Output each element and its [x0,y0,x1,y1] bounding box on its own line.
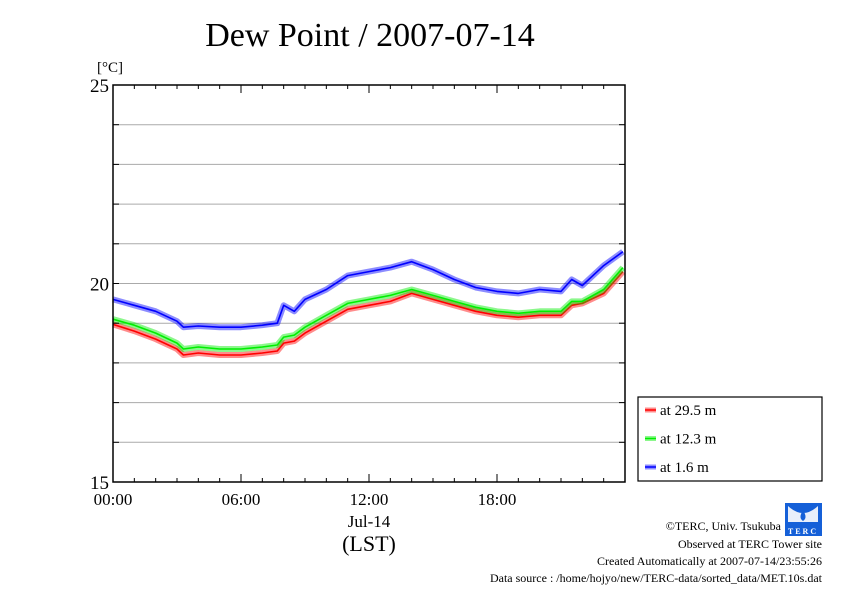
x-tick-label: 18:00 [478,490,517,509]
x-tick-label: 12:00 [350,490,389,509]
x-tick-label: 06:00 [222,490,261,509]
chart-title: Dew Point / 2007-07-14 [205,17,535,54]
y-tick-label: 15 [90,473,109,494]
legend-label: at 12.3 m [660,432,717,448]
terc-logo: TERC [785,503,822,536]
legend: at 29.5 m at 12.3 m at 1.6 m [637,396,823,482]
y-tick-label: 20 [90,275,109,296]
legend-box [637,396,823,482]
x-tick-label: 00:00 [94,490,133,509]
legend-label: at 29.5 m [660,403,717,419]
logo-text: TERC [788,527,818,536]
series-line-2 [112,251,624,329]
footer-observed: Observed at TERC Tower site [677,537,822,551]
x-axis-label: (LST) [342,531,396,556]
footer-copyright: ©TERC, Univ. Tsukuba [665,519,781,533]
date-label: Jul-14 [348,512,391,531]
legend-label: at 1.6 m [660,460,709,476]
y-tick-label: 25 [90,76,109,97]
series-line-1 [112,267,624,350]
footer-created: Created Automatically at 2007-07-14/23:5… [597,554,822,568]
y-axis-label: [°C] [97,60,123,76]
series-line-0 [112,271,624,356]
footer-source: Data source : /home/hojyo/new/TERC-data/… [489,571,822,585]
